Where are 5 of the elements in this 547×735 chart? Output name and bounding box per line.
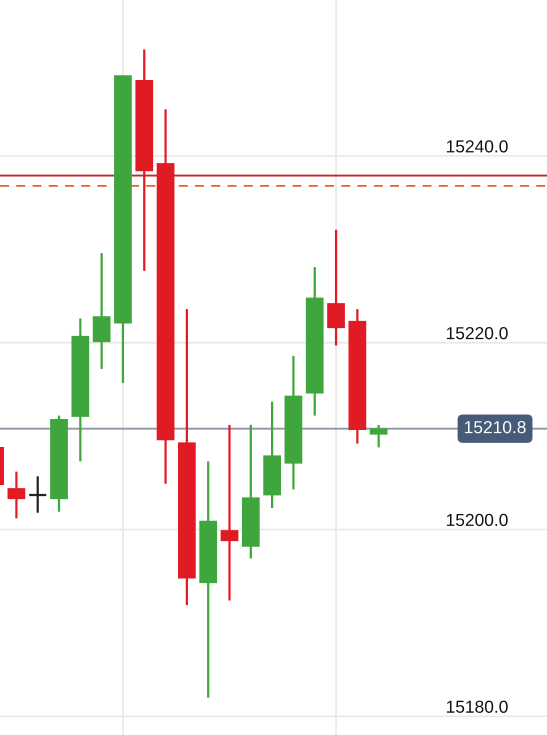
- y-tick-label: 15200.0: [446, 514, 508, 526]
- y-tick-label: 15180.0: [446, 700, 508, 713]
- ref-line-label: 15210.8: [464, 421, 526, 434]
- y-tick-label: 15240.0: [446, 140, 508, 153]
- y-tick-label: 15220.0: [446, 327, 508, 340]
